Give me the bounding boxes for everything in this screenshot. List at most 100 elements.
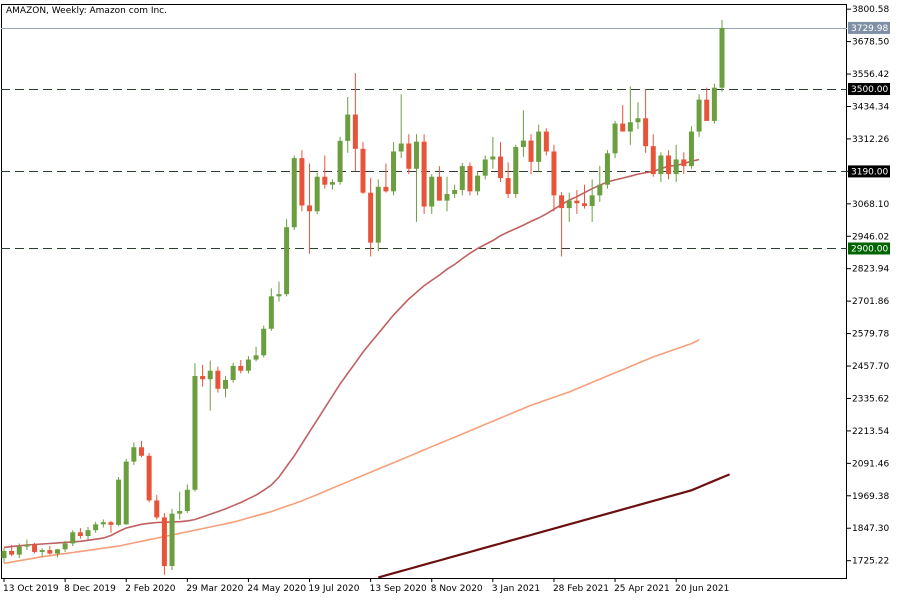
candle-body <box>16 546 22 555</box>
candle-body <box>32 544 38 552</box>
candle <box>375 179 381 252</box>
moving-average-line-3 <box>377 473 731 579</box>
x-tick-label: 24 May 2020 <box>247 584 306 594</box>
candle <box>307 163 313 254</box>
candle-body <box>207 370 213 380</box>
candle <box>612 120 618 159</box>
candle-body <box>421 141 427 207</box>
candle-body <box>635 118 641 123</box>
candle-body <box>360 148 366 193</box>
y-tick-label: 3434.34 <box>852 102 889 112</box>
candle-body <box>383 186 389 192</box>
candle <box>100 519 106 528</box>
candle <box>70 530 76 547</box>
candle <box>688 126 694 169</box>
candle <box>169 508 175 571</box>
candle-body <box>681 159 687 167</box>
level-price-tag-bg <box>848 83 890 96</box>
current-price-tag-bg <box>848 21 890 34</box>
candle <box>597 166 603 202</box>
x-tick-label: 8 Dec 2019 <box>64 584 116 594</box>
candle <box>184 484 190 513</box>
candle <box>551 144 557 212</box>
candle-body <box>131 447 137 462</box>
y-tick-label: 2946.02 <box>852 232 889 242</box>
candle <box>39 548 45 557</box>
candle-body <box>116 479 122 525</box>
candle <box>223 376 229 398</box>
y-tick-label: 3556.42 <box>852 70 889 80</box>
candle-body <box>436 176 442 201</box>
candle <box>559 192 565 257</box>
candle <box>643 89 649 153</box>
level-lines <box>1 28 847 249</box>
x-tick-label: 20 Jun 2021 <box>675 584 729 594</box>
candle-body <box>559 195 565 209</box>
candle <box>459 162 465 196</box>
y-tick-label: 2579.78 <box>852 330 889 340</box>
x-tick-label: 25 Apr 2021 <box>614 584 670 594</box>
candle-body <box>47 550 53 554</box>
candle-body <box>497 156 503 179</box>
candle-body <box>475 175 481 192</box>
candle-body <box>154 500 160 518</box>
x-tick-label: 8 Nov 2020 <box>431 584 483 594</box>
candle <box>32 542 38 554</box>
y-tick-label: 2823.94 <box>852 265 889 275</box>
candle <box>398 94 404 159</box>
level-price-tag-text: 3500.00 <box>851 85 888 95</box>
candle <box>47 546 53 555</box>
candle-body <box>696 99 702 132</box>
y-axis: 3800.58 3678.50 3556.42 3434.34 3312.26 3190.… <box>847 5 889 567</box>
candle <box>146 453 152 503</box>
candle <box>24 539 30 551</box>
candle <box>673 144 679 183</box>
candle-body <box>62 543 68 550</box>
candle-body <box>543 131 549 152</box>
candle <box>123 458 129 525</box>
candle <box>413 134 419 222</box>
candle-body <box>620 123 626 132</box>
candle-body <box>444 194 450 201</box>
current-price-tag: 3729.98 <box>848 21 890 34</box>
candle-body <box>490 156 496 160</box>
candle-body <box>711 87 717 121</box>
candle <box>337 136 343 185</box>
candle <box>475 171 481 196</box>
candle-body <box>184 489 190 512</box>
candle-body <box>513 146 519 195</box>
candle <box>513 144 519 198</box>
candle-body <box>337 140 343 183</box>
candle <box>215 366 221 393</box>
plot-area <box>1 4 847 579</box>
candle <box>284 219 290 297</box>
candle-body <box>574 200 580 204</box>
level-price-tag-text: 3190.00 <box>851 167 888 177</box>
level-price-tag-text: 2900.00 <box>851 244 888 254</box>
candle-body <box>429 176 435 207</box>
candle-body <box>1 550 7 559</box>
candle <box>528 134 534 175</box>
level-price-tag: 2900.00 <box>848 242 890 255</box>
candle <box>704 87 710 121</box>
candle-body <box>666 155 672 175</box>
candle <box>490 136 496 169</box>
candle <box>436 166 442 201</box>
candle <box>566 192 572 222</box>
x-tick-label: 13 Sep 2020 <box>370 584 427 594</box>
candle-body <box>230 365 236 381</box>
candle <box>383 163 389 193</box>
candle <box>161 512 167 575</box>
level-price-tag-bg <box>848 242 890 255</box>
candle-body <box>314 176 320 212</box>
candle <box>360 142 366 195</box>
candle <box>230 362 236 383</box>
level-price-tag: 3500.00 <box>848 83 890 96</box>
y-tick-label: 3068.10 <box>852 200 889 210</box>
candle <box>452 184 458 198</box>
y-tick-label: 1847.30 <box>852 524 889 534</box>
candle <box>627 86 633 145</box>
candle-body <box>704 99 710 121</box>
candle-body <box>307 205 313 212</box>
candle <box>620 104 626 132</box>
